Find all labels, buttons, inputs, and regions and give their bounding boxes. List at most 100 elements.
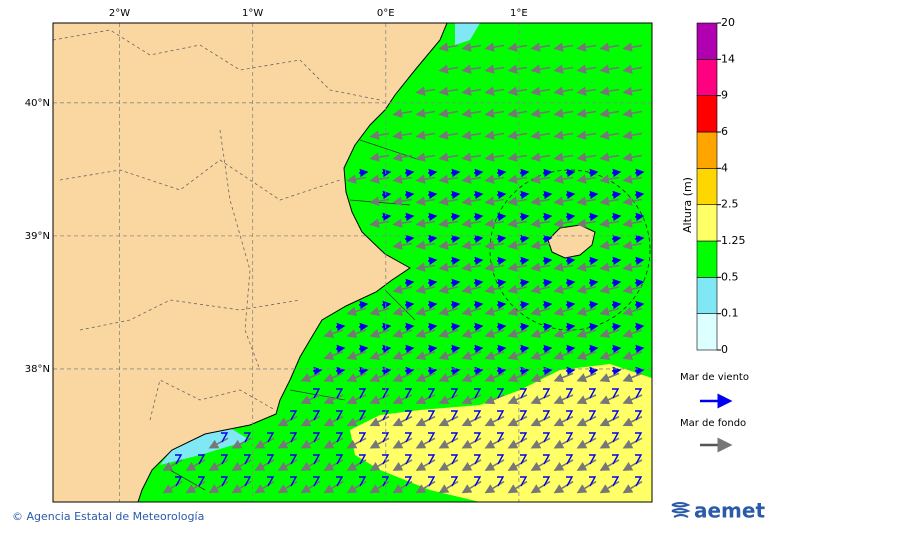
swell-arrow	[599, 240, 620, 250]
swell-arrow	[346, 480, 367, 494]
swell-arrow	[208, 459, 229, 471]
wind-sea-tick	[473, 278, 484, 288]
wind-sea-tick	[428, 454, 436, 465]
swell-arrow	[369, 480, 390, 494]
swell-arrow	[392, 394, 413, 405]
lon-tick-label: 1°E	[510, 8, 528, 19]
swell-arrow	[392, 437, 413, 449]
wind-sea-tick	[634, 322, 645, 332]
swell-arrow	[369, 306, 390, 316]
wind-sea-tick	[473, 256, 484, 266]
wind-sea-tick	[450, 366, 461, 376]
credit: © Agencia Estatal de Meteorología	[12, 510, 204, 523]
swell-arrow	[622, 196, 643, 206]
wind-sea-tick	[382, 410, 390, 421]
colorbar-label: 0	[721, 343, 728, 356]
wind-sea-tick	[542, 168, 553, 178]
swell-arrow	[415, 108, 436, 118]
wind-sea-tick	[359, 476, 367, 487]
wind-sea-tick	[473, 212, 484, 222]
wind-sea-tick	[519, 366, 530, 376]
swell-arrow	[530, 218, 551, 228]
swell-arrow	[599, 480, 620, 494]
swell-arrow	[346, 394, 367, 405]
wind-sea-tick	[566, 432, 574, 443]
wave-arrows	[162, 42, 645, 494]
wind-sea-tick	[404, 212, 415, 222]
wind-sea-tick	[382, 388, 390, 399]
swell-arrow	[461, 306, 482, 316]
swell-arrow	[461, 480, 482, 494]
wind-sea-tick	[519, 344, 530, 354]
wind-sea-tick	[611, 366, 622, 376]
swell-arrow	[507, 42, 528, 52]
wind-sea-tick	[244, 454, 252, 465]
swell-arrow	[553, 218, 574, 228]
swell-arrow	[185, 480, 206, 494]
swell-arrow	[369, 130, 390, 140]
wind-sea-tick	[634, 300, 645, 310]
wind-sea-tick	[335, 322, 346, 332]
swell-arrow	[530, 328, 551, 339]
swell-arrow	[484, 240, 505, 250]
wind-sea-tick	[565, 366, 576, 376]
wind-sea-tick	[520, 454, 528, 465]
swell-arrow	[622, 86, 643, 96]
wind-sea-tick	[359, 388, 367, 399]
swell-arrow	[185, 459, 206, 471]
wind-sea-tick	[635, 476, 643, 487]
swell-arrow	[415, 152, 436, 162]
wind-sea-tick	[244, 476, 252, 487]
swell-arrow	[484, 415, 505, 427]
wind-sea-tick	[474, 454, 482, 465]
swell-arrow	[438, 437, 459, 449]
swell-arrow	[599, 152, 620, 162]
swell-arrow	[300, 415, 321, 427]
swell-arrow	[438, 86, 459, 96]
swell-arrow	[484, 86, 505, 96]
swell-arrow	[622, 394, 643, 405]
swell-arrow	[346, 174, 367, 184]
swell-arrow	[622, 328, 643, 339]
colorbar-title: Altura (m)	[681, 177, 694, 233]
wind-sea-tick	[450, 278, 461, 288]
swell-arrow	[576, 218, 597, 228]
wind-sea-tick	[542, 322, 553, 332]
wind-sea-tick	[382, 432, 390, 443]
swell-arrow	[438, 108, 459, 118]
wind-sea-tick	[565, 344, 576, 354]
swell-arrow	[576, 306, 597, 316]
wind-sea-tick	[612, 476, 620, 487]
wind-sea-tick	[612, 454, 620, 465]
swell-arrow	[461, 437, 482, 449]
swell-arrow	[530, 459, 551, 471]
swell-arrow	[622, 262, 643, 272]
swell-arrow	[323, 328, 344, 339]
colorbar-segment	[696, 95, 718, 133]
swell-arrow	[346, 415, 367, 427]
swell-arrow	[553, 459, 574, 471]
wind-sea-tick	[404, 344, 415, 354]
low-waves-area	[455, 23, 480, 45]
swell-arrow	[461, 284, 482, 294]
swell-arrow	[553, 306, 574, 316]
colorbar-label: 0.1	[721, 307, 739, 320]
swell-arrow	[576, 130, 597, 140]
wind-sea-tick	[611, 234, 622, 244]
swell-arrow	[622, 152, 643, 162]
swell-arrow	[392, 218, 413, 228]
swell-arrow	[622, 130, 643, 140]
swell-arrow	[576, 480, 597, 494]
swell-arrow	[599, 306, 620, 316]
swell-arrow	[622, 459, 643, 471]
wind-sea-tick	[519, 168, 530, 178]
wind-sea-tick	[611, 168, 622, 178]
swell-arrow	[553, 284, 574, 294]
wind-sea-tick	[565, 190, 576, 200]
wind-sea-tick	[474, 432, 482, 443]
colorbar-label: 6	[721, 125, 728, 138]
wind-sea-tick	[313, 454, 321, 465]
wind-sea-tick	[542, 190, 553, 200]
wind-sea-tick	[565, 256, 576, 266]
wind-sea-tick	[611, 278, 622, 288]
